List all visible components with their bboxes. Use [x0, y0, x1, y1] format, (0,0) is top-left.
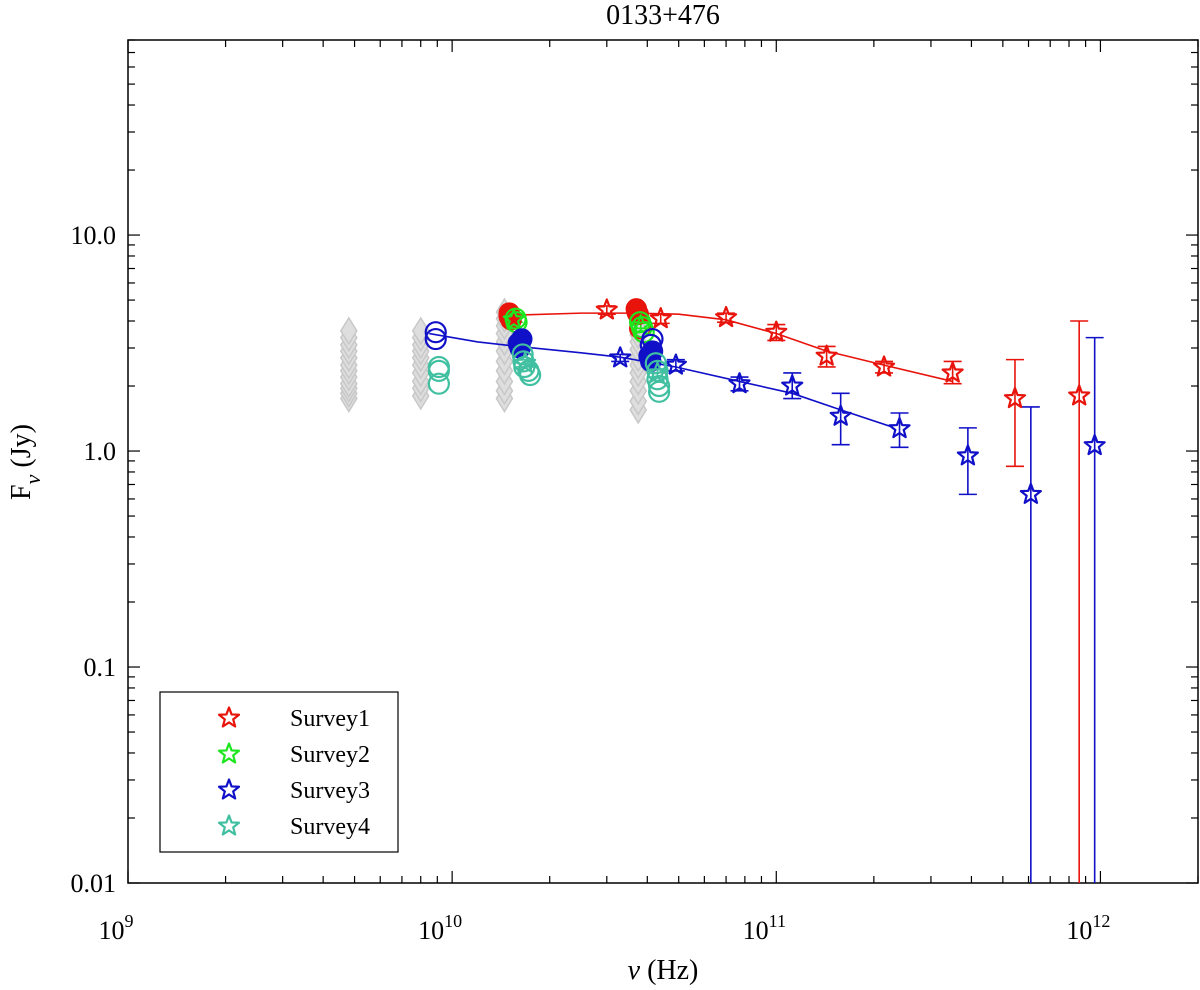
legend-label: Survey2: [290, 742, 370, 768]
x-tick-label: 1011: [743, 911, 786, 945]
legend-star-icon: [217, 706, 241, 728]
x-axis-label: ν (Hz): [628, 955, 699, 986]
y-axis-label: Fν (Jy): [6, 424, 45, 500]
open-circle-marker: [511, 343, 534, 366]
chart-title: 0133+476: [606, 0, 720, 31]
y-tick-label: 0.01: [71, 869, 117, 898]
x-tick-label-base: 10: [743, 916, 769, 945]
star-marker: [595, 298, 618, 320]
open-circle-marker: [644, 352, 667, 375]
legend-label: Survey3: [290, 778, 370, 804]
open-circle-marker: [648, 374, 671, 398]
legend: Survey1 Survey2 Survey3 Survey4: [159, 691, 399, 853]
legend-label: Survey1: [290, 706, 370, 732]
star-marker: [815, 344, 838, 366]
star-marker: [872, 355, 896, 377]
legend-items: Survey1 Survey2 Survey3 Survey4: [217, 706, 370, 840]
open-circle-marker: [427, 359, 450, 382]
y-tick-labels: 0.01 0.1 1.0 10.0: [71, 221, 117, 898]
y-tick-label: 1.0: [84, 437, 117, 466]
x-tick-label-base: 10: [418, 916, 444, 945]
legend-star-icon: [217, 742, 241, 764]
star-marker: [1068, 384, 1091, 406]
legend-box: [159, 691, 399, 853]
x-tick-label-exponent: 10: [444, 911, 462, 931]
open-circle-marker: [427, 372, 450, 395]
filled-circle-marker: [511, 328, 533, 350]
y-axis-label-main: F: [6, 484, 37, 500]
grey-diamond-marker: [339, 316, 358, 346]
star-marker: [514, 351, 537, 373]
open-circle-marker: [648, 380, 671, 403]
star-marker: [888, 417, 911, 439]
star-marker: [629, 314, 652, 336]
star-marker: [609, 346, 632, 368]
star-marker: [829, 404, 852, 426]
star-marker: [649, 307, 672, 329]
open-circle-marker: [424, 321, 447, 344]
grey-diamond-marker: [411, 316, 430, 346]
open-circle-marker: [641, 327, 664, 351]
x-tick-label-base: 10: [99, 916, 125, 945]
star-marker: [1019, 482, 1042, 504]
minor-ticks: [128, 39, 1199, 883]
x-axis-label-unit: (Hz): [640, 955, 698, 986]
star-marker: [956, 444, 979, 466]
y-tick-label: 0.1: [84, 653, 117, 682]
star-marker: [646, 361, 669, 383]
star-marker: [1003, 386, 1027, 409]
x-tick-label-base: 10: [1066, 916, 1092, 945]
x-tick-labels: 109 1010 1011 1012: [99, 911, 1111, 945]
star-marker: [502, 308, 525, 330]
legend-star-icon: [217, 778, 241, 800]
x-tick-label-exponent: 12: [1092, 911, 1110, 931]
star-marker: [714, 305, 738, 328]
open-circle-marker: [424, 327, 447, 351]
x-tick-label-exponent: 11: [769, 911, 786, 931]
y-axis-label-unit: (Jy): [6, 424, 37, 475]
y-tick-label: 10.0: [71, 221, 117, 250]
star-marker: [1083, 433, 1106, 456]
data-markers: [424, 298, 1106, 504]
star-marker: [728, 372, 751, 394]
x-tick-label-exponent: 9: [125, 911, 134, 931]
x-tick-label: 1012: [1066, 911, 1110, 945]
y-axis-label-subscript: ν: [20, 474, 45, 484]
star-marker: [781, 374, 804, 396]
major-ticks: [127, 40, 1198, 884]
star-marker: [765, 320, 788, 342]
x-axis-label-symbol: ν: [628, 955, 641, 986]
x-tick-label: 1010: [418, 911, 462, 945]
legend-label: Survey4: [290, 814, 370, 840]
star-marker: [941, 361, 964, 383]
x-tick-label: 109: [99, 911, 134, 945]
legend-star-icon: [217, 814, 241, 836]
star-marker: [664, 353, 687, 375]
